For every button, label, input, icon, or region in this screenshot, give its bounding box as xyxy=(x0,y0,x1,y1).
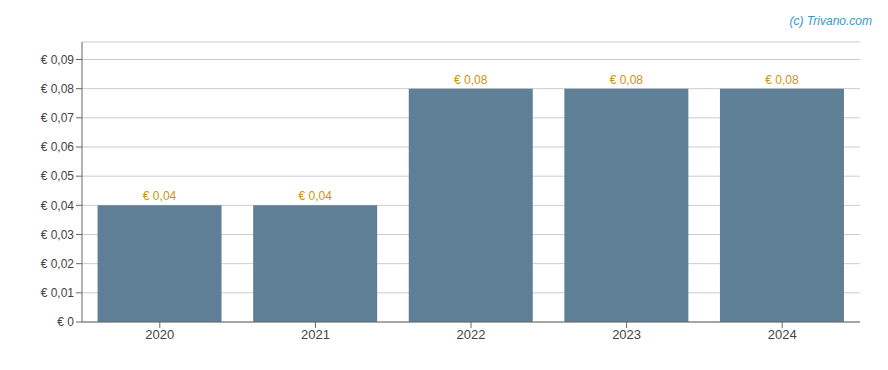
svg-text:€ 0,08: € 0,08 xyxy=(765,73,799,87)
svg-text:€ 0,08: € 0,08 xyxy=(610,73,644,87)
svg-text:€ 0,02: € 0,02 xyxy=(41,257,75,271)
svg-text:€ 0,03: € 0,03 xyxy=(41,228,75,242)
svg-text:€ 0,08: € 0,08 xyxy=(41,82,75,96)
svg-text:€ 0,09: € 0,09 xyxy=(41,53,75,67)
svg-text:€ 0,04: € 0,04 xyxy=(143,189,177,203)
svg-text:2023: 2023 xyxy=(612,327,641,342)
svg-text:€ 0,04: € 0,04 xyxy=(41,199,75,213)
svg-text:€ 0,04: € 0,04 xyxy=(298,189,332,203)
svg-text:2024: 2024 xyxy=(768,327,797,342)
svg-text:€ 0,06: € 0,06 xyxy=(41,140,75,154)
svg-text:€ 0,08: € 0,08 xyxy=(454,73,488,87)
svg-text:€ 0,05: € 0,05 xyxy=(41,169,75,183)
svg-text:2021: 2021 xyxy=(301,327,330,342)
svg-text:2020: 2020 xyxy=(145,327,174,342)
svg-text:€ 0,01: € 0,01 xyxy=(41,286,75,300)
svg-text:€ 0,07: € 0,07 xyxy=(41,111,75,125)
html-text:(c) Trivano.com: (c) Trivano.com xyxy=(789,14,872,28)
svg-text:€ 0: € 0 xyxy=(57,315,74,329)
svg-text:2022: 2022 xyxy=(457,327,486,342)
